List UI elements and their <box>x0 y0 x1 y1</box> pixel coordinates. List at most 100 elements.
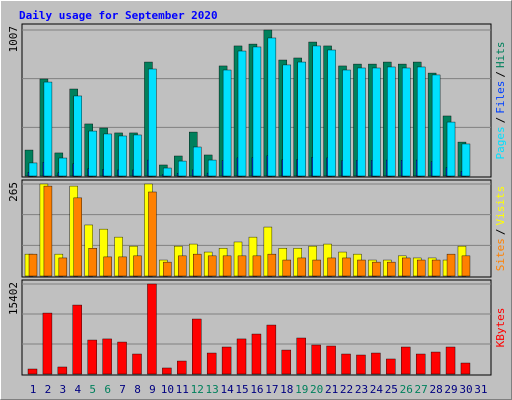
bar <box>58 157 68 177</box>
bar <box>297 257 306 277</box>
bar <box>147 283 157 375</box>
bar <box>357 67 366 177</box>
legend-separator: / <box>494 117 507 124</box>
bar <box>178 255 187 277</box>
x-tick-label: 3 <box>60 383 67 396</box>
x-tick-label: 13 <box>206 383 219 396</box>
bar <box>281 349 292 375</box>
bar <box>446 253 456 277</box>
bar <box>222 255 232 277</box>
x-tick-label: 7 <box>119 383 126 396</box>
bar <box>401 346 411 375</box>
bar <box>57 366 68 375</box>
bar <box>193 146 202 177</box>
legend-entry: Visits <box>494 186 507 226</box>
x-tick-label: 15 <box>235 383 248 396</box>
x-tick-label: 11 <box>176 383 189 396</box>
chart-title: Daily usage for September 2020 <box>19 9 218 22</box>
bar <box>133 255 142 277</box>
bar <box>178 160 187 177</box>
y-tick-label: 15402 <box>7 282 20 315</box>
bar <box>267 253 277 277</box>
x-tick-label: 20 <box>310 383 323 396</box>
bar <box>118 256 127 277</box>
bar <box>117 341 127 375</box>
x-tick-label: 21 <box>325 383 338 396</box>
bar <box>402 257 411 277</box>
bar <box>282 64 292 177</box>
bar <box>372 67 381 177</box>
legend-entry: KBytes <box>494 308 507 348</box>
bar <box>87 339 97 375</box>
x-tick-label: 5 <box>89 383 96 396</box>
x-tick-label: 19 <box>295 383 308 396</box>
bar <box>237 255 247 277</box>
bar <box>58 257 68 277</box>
bar <box>102 338 112 375</box>
bar <box>177 360 187 375</box>
bar <box>221 346 232 375</box>
x-tick-label: 23 <box>355 383 368 396</box>
bar <box>267 37 277 177</box>
bar <box>132 353 142 375</box>
legend-entry: Pages <box>494 126 507 159</box>
legend-separator: / <box>494 229 507 236</box>
bar <box>342 257 351 277</box>
bar <box>311 344 321 375</box>
x-tick-label: 6 <box>104 383 111 396</box>
bar <box>42 312 53 375</box>
x-tick-label: 16 <box>250 383 263 396</box>
bar <box>193 253 202 277</box>
legend-entry: Hits <box>494 42 507 69</box>
bar <box>148 68 157 177</box>
bar <box>133 134 142 177</box>
bar <box>386 358 396 375</box>
bar <box>236 338 247 375</box>
bar <box>327 49 336 177</box>
bar <box>88 248 97 277</box>
x-tick-label: 29 <box>444 383 457 396</box>
x-tick-label: 8 <box>134 383 141 396</box>
bar <box>430 351 441 375</box>
x-tick-label: 26 <box>400 383 413 396</box>
bar <box>372 261 381 277</box>
bar <box>312 259 321 277</box>
x-tick-label: 24 <box>370 383 384 396</box>
legend-separator: / <box>494 71 507 78</box>
x-tick-label: 4 <box>74 383 81 396</box>
bar <box>371 352 381 375</box>
bar <box>402 67 411 177</box>
y-tick-label: 1007 <box>7 26 20 53</box>
bar <box>327 257 336 277</box>
bar <box>72 304 82 375</box>
y-tick-label: 265 <box>7 182 20 202</box>
bar <box>431 259 441 277</box>
x-tick-label: 31 <box>474 383 487 396</box>
bar <box>282 259 292 277</box>
bar <box>251 333 262 375</box>
bar <box>356 354 366 375</box>
bar <box>162 367 172 375</box>
x-tick-label: 12 <box>191 383 204 396</box>
bar <box>207 159 217 177</box>
bar <box>163 261 172 277</box>
x-tick-label: 30 <box>459 383 472 396</box>
bar <box>148 191 157 277</box>
x-tick-label: 22 <box>340 383 353 396</box>
x-tick-label: 9 <box>149 383 156 396</box>
x-tick-label: 17 <box>265 383 278 396</box>
legend-entry: Files <box>494 81 507 114</box>
x-tick-label: 28 <box>429 383 442 396</box>
bar <box>416 66 426 177</box>
bar <box>445 346 456 375</box>
bar <box>73 197 82 277</box>
bar <box>73 95 82 177</box>
bar <box>387 66 396 177</box>
x-tick-label: 1 <box>30 383 37 396</box>
bar <box>28 162 38 177</box>
bar <box>312 45 321 177</box>
bar <box>206 352 217 375</box>
bar <box>27 368 38 375</box>
